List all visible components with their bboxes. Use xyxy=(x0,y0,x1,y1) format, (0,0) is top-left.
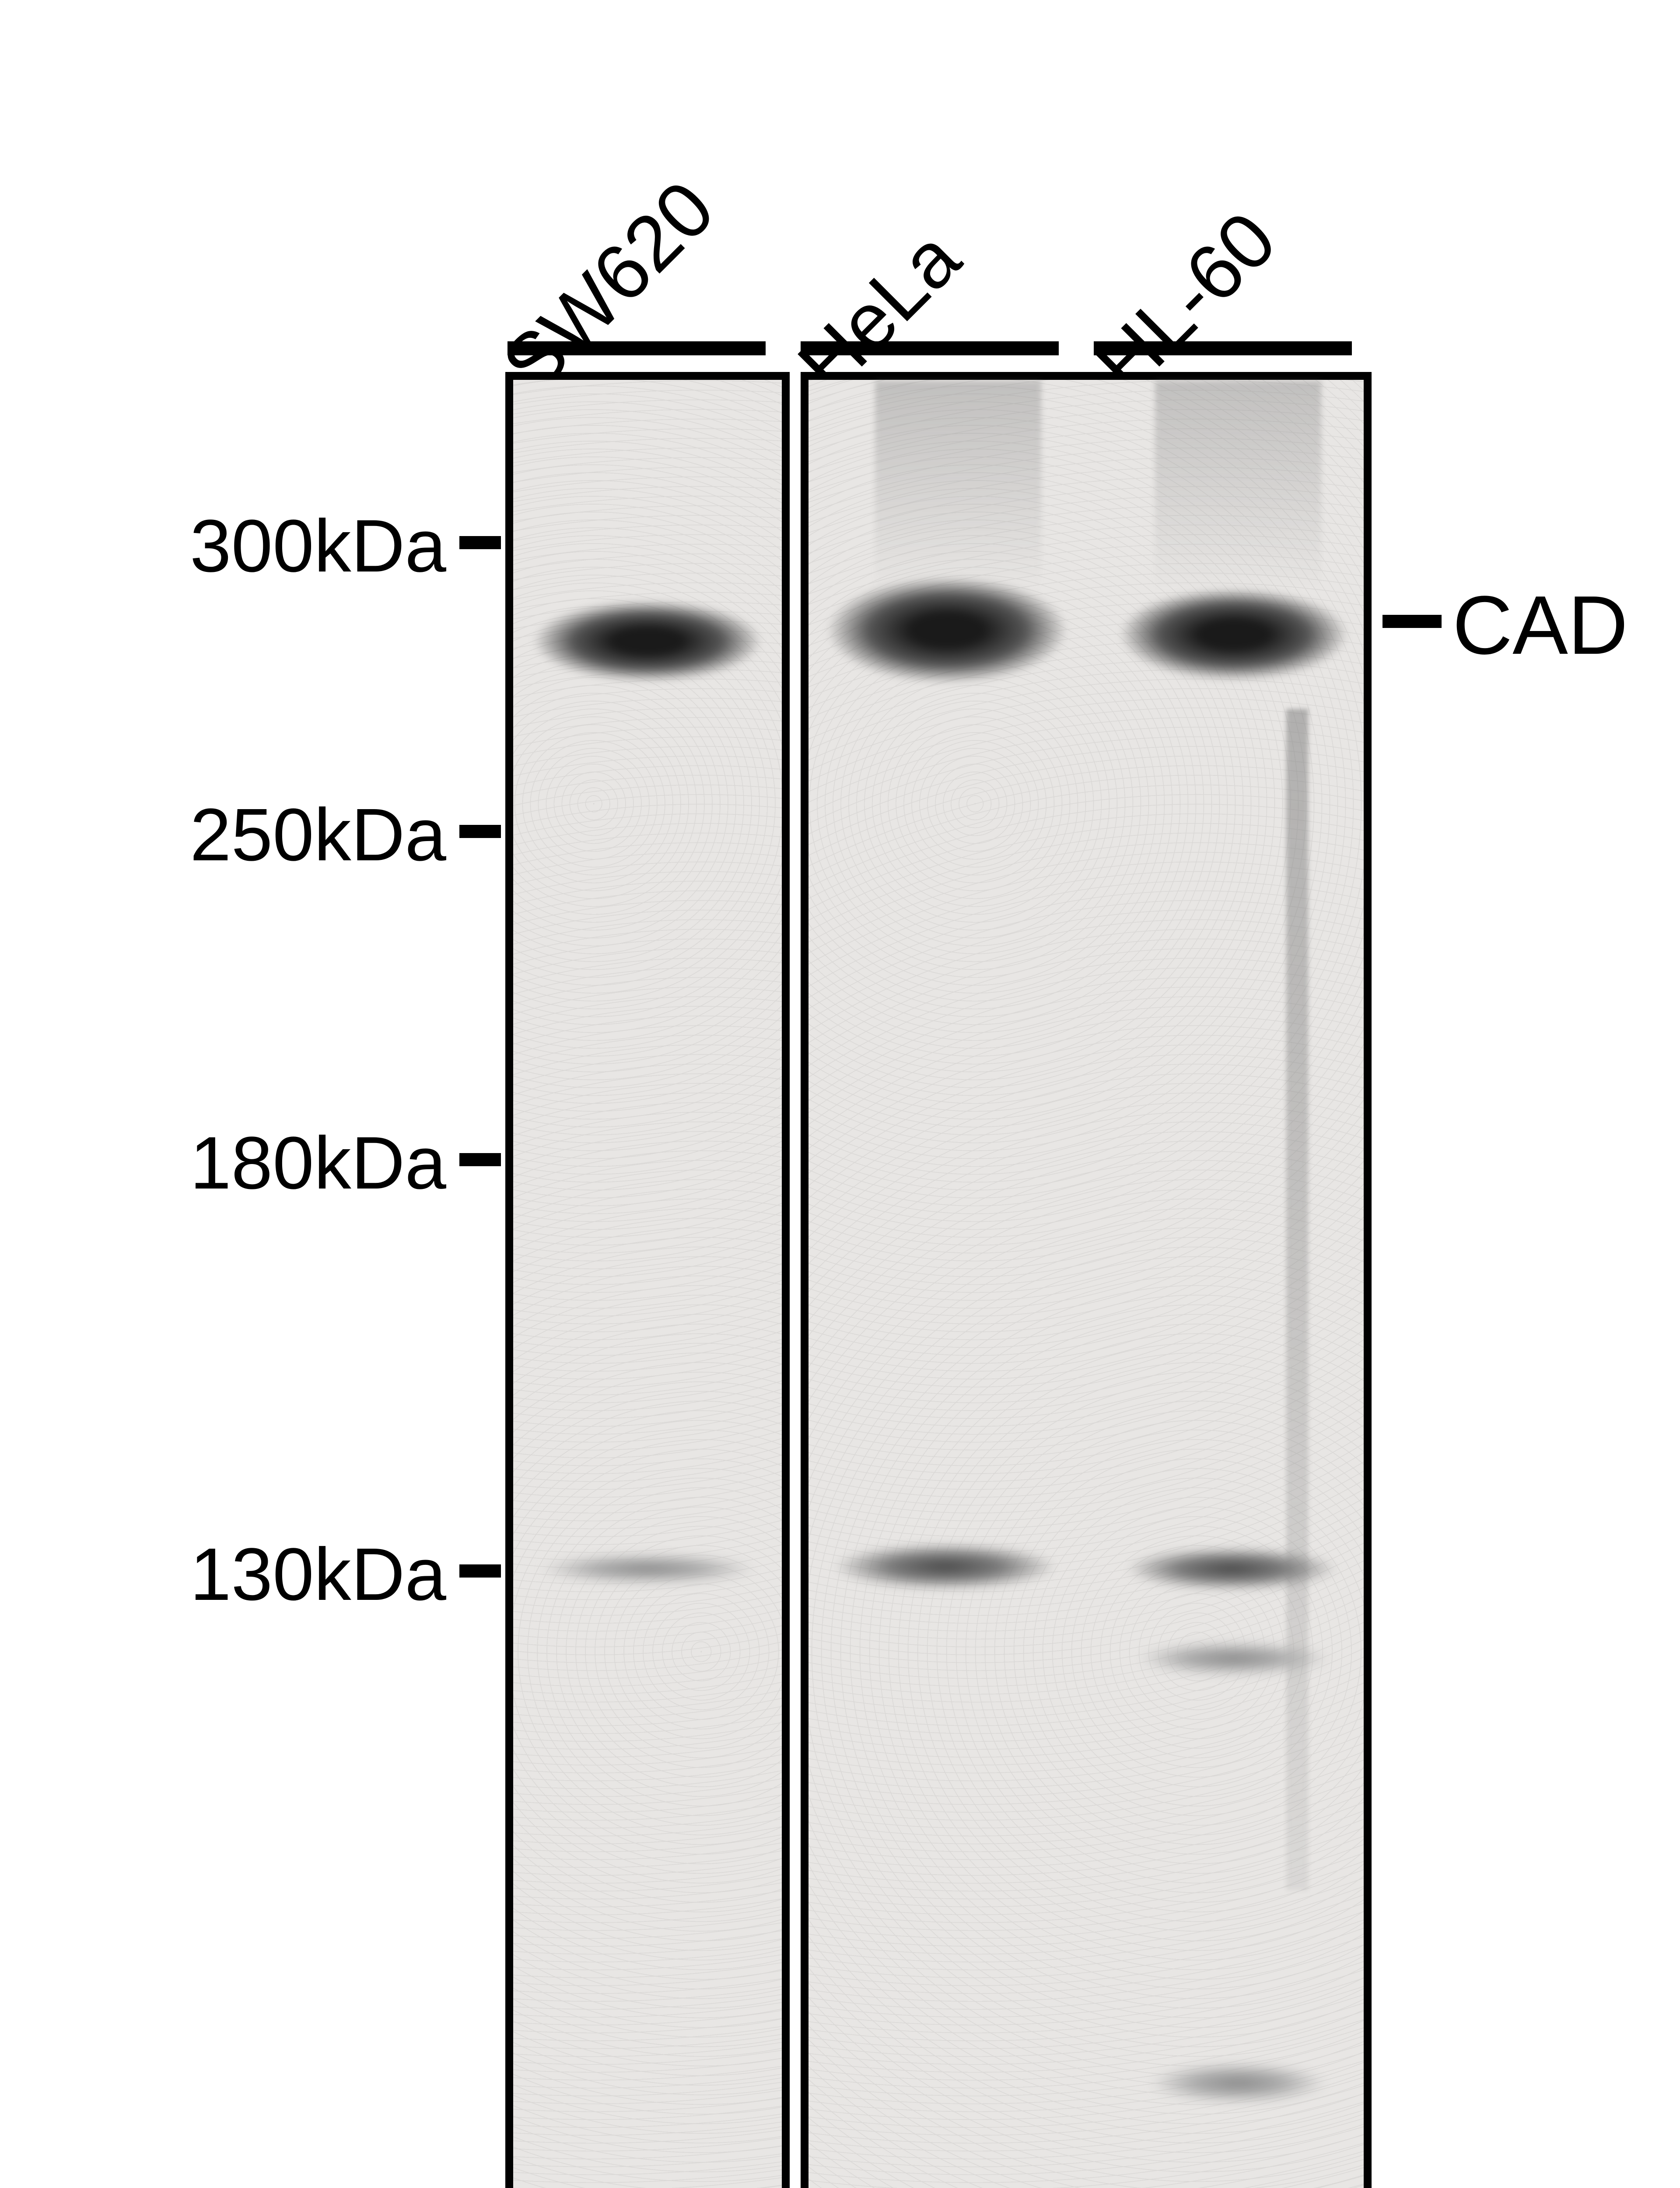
mw-label-300: 300kDa xyxy=(190,503,446,589)
very-faint-band-sw620-130 xyxy=(525,1549,770,1588)
target-label-cad: CAD xyxy=(1452,578,1628,673)
blot-streak xyxy=(1286,709,1308,1890)
target-tick xyxy=(1382,615,1442,628)
very-faint-band-hl60-b xyxy=(1138,2057,1339,2109)
mw-tick xyxy=(459,1564,501,1578)
very-faint-band-hl60-a xyxy=(1124,1637,1343,1680)
cad-band-hl60 xyxy=(1111,578,1356,691)
blot-streak xyxy=(875,381,1041,591)
mw-label-250: 250kDa xyxy=(190,792,446,878)
faint-band-hl60-130 xyxy=(1111,1540,1352,1597)
mw-tick xyxy=(459,1153,501,1166)
mw-tick xyxy=(459,536,501,549)
cad-band-hela xyxy=(818,565,1076,696)
western-blot-figure: SW620 HeLa HL-60 300kDa 250kDa 180kDa 13… xyxy=(0,0,1680,2188)
mw-tick xyxy=(459,825,501,838)
faint-band-hela-130 xyxy=(818,1536,1072,1597)
mw-label-180: 180kDa xyxy=(190,1120,446,1206)
mw-label-130: 130kDa xyxy=(190,1532,446,1617)
cad-band-sw620 xyxy=(525,591,770,691)
lane-underline xyxy=(801,341,1059,355)
lane-underline xyxy=(1094,341,1352,355)
lane-underline xyxy=(508,341,766,355)
blot-streak xyxy=(1155,381,1321,591)
